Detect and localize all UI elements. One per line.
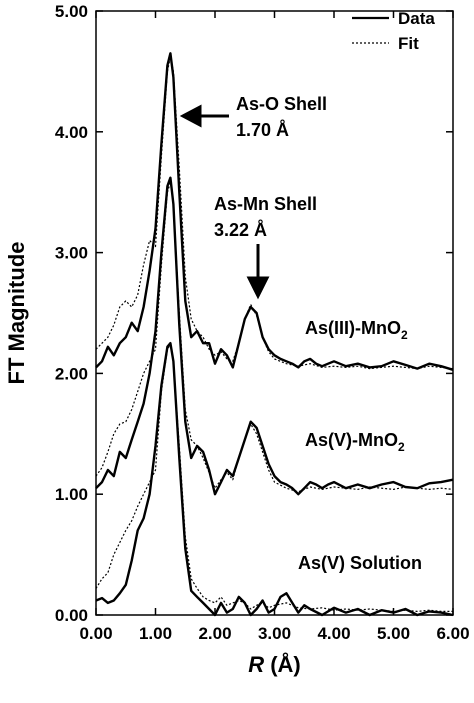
series-as5-fit (95, 181, 454, 493)
series-as3-fit (95, 56, 454, 370)
series-label-as3-subscript: 2 (401, 328, 408, 342)
series-label-as3-mno2: As(III)-MnO2 (305, 318, 408, 342)
series-sol-fit (95, 343, 453, 613)
series-label-as5-subscript: 2 (398, 440, 405, 454)
y-tick-label: 0.00 (55, 606, 88, 625)
as-mn-shell-label: As-Mn Shell (214, 194, 317, 214)
y-tick-label: 4.00 (55, 123, 88, 142)
x-axis-title-unit: (Å) (264, 651, 301, 677)
x-tick-label: 5.00 (377, 624, 410, 643)
x-tick-label: 1.00 (139, 624, 172, 643)
as-o-shell-label: As-O Shell (236, 94, 327, 114)
series-label-as5-text: As(V)-MnO (305, 430, 398, 450)
as-o-arrow (179, 104, 229, 128)
axis-ticks: 0.00 1.00 2.00 3.00 4.00 5.00 0.00 1.00 2.00 3.00… (55, 2, 470, 643)
legend-label-data: Data (398, 9, 435, 28)
x-axis-title-symbol: R (248, 652, 264, 677)
y-tick-label: 2.00 (55, 364, 88, 383)
series-sol-data (95, 342, 454, 617)
y-axis-title: FT Magnitude (4, 242, 29, 385)
annotations: As-O Shell 1.70 Å As-Mn Shell 3.22 Å As(… (179, 94, 422, 573)
as-mn-shell-distance: 3.22 Å (214, 220, 267, 240)
data-series (95, 52, 454, 617)
x-tick-label: 2.00 (198, 624, 231, 643)
y-tick-label: 1.00 (55, 485, 88, 504)
y-tick-label: 3.00 (55, 244, 88, 263)
series-as3-data (95, 52, 454, 371)
x-tick-label: 3.00 (258, 624, 291, 643)
series-label-as5-solution: As(V) Solution (298, 553, 422, 573)
as-mn-arrow (246, 244, 270, 300)
x-tick-label: 4.00 (317, 624, 350, 643)
series-label-as5-mno2: As(V)-MnO2 (305, 430, 405, 454)
as-o-shell-distance: 1.70 Å (236, 120, 289, 140)
legend: Data Fit (352, 9, 435, 53)
series-label-as3-text: As(III)-MnO (305, 318, 401, 338)
legend-label-fit: Fit (398, 34, 419, 53)
x-tick-label: 6.00 (436, 624, 469, 643)
y-tick-label: 5.00 (55, 2, 88, 21)
x-axis-title: R (Å) (248, 651, 301, 677)
x-tick-label: 0.00 (79, 624, 112, 643)
